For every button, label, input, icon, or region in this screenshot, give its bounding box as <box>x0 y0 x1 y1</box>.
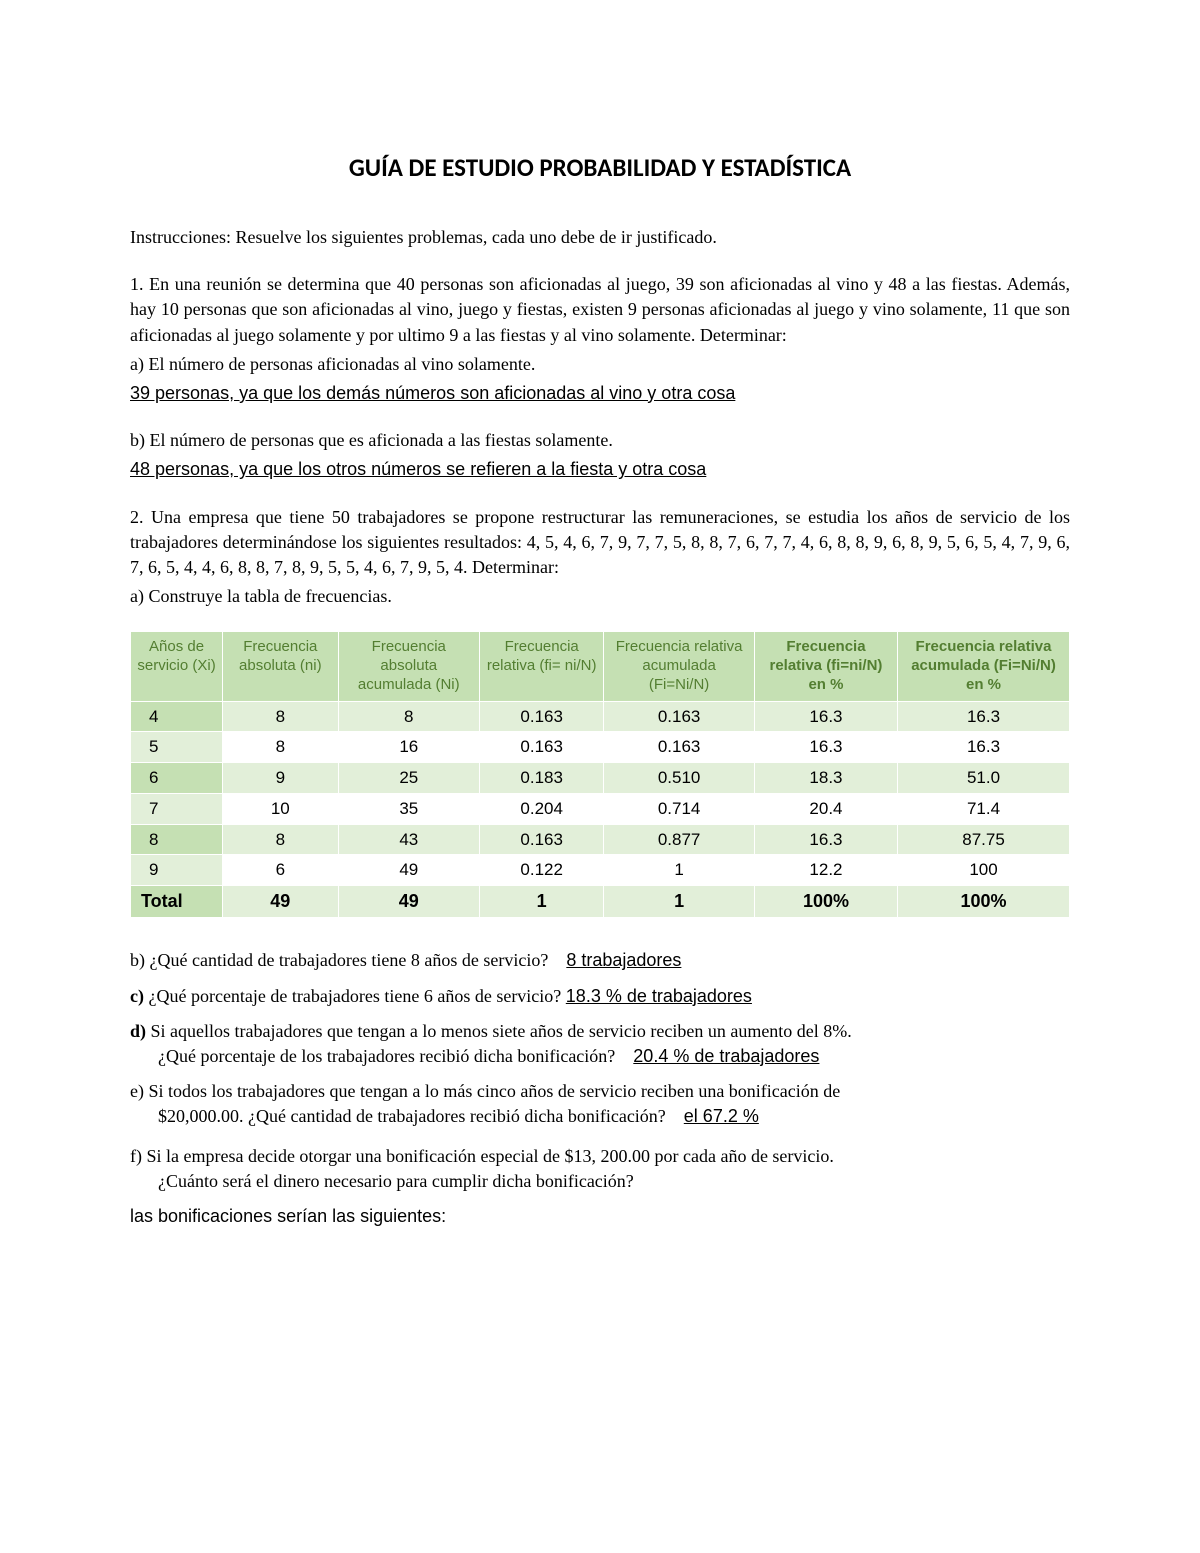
table-cell: 100% <box>754 886 897 918</box>
table-cell: 0.163 <box>604 732 755 763</box>
q2-f: f) Si la empresa decide otorgar una boni… <box>130 1144 1070 1194</box>
table-header: Frecuencia absoluta acumulada (Ni) <box>338 632 480 701</box>
table-cell: 16 <box>338 732 480 763</box>
table-cell: 49 <box>338 886 480 918</box>
table-cell: 25 <box>338 763 480 794</box>
table-cell: 100 <box>898 855 1070 886</box>
q2-f-followup: las bonificaciones serían las siguientes… <box>130 1204 1070 1229</box>
table-row: 69250.1830.51018.351.0 <box>131 763 1070 794</box>
q2-e: e) Si todos los trabajadores que tengan … <box>130 1079 1070 1129</box>
q2-c: c) ¿Qué porcentaje de trabajadores tiene… <box>130 984 1070 1009</box>
table-cell: 7 <box>131 793 223 824</box>
q2-e-answer: el 67.2 % <box>684 1106 759 1126</box>
table-cell: 0.163 <box>480 701 604 732</box>
table-cell: 4 <box>131 701 223 732</box>
question-1: 1. En una reunión se determina que 40 pe… <box>130 272 1070 406</box>
table-cell: 1 <box>604 855 755 886</box>
table-row: 710350.2040.71420.471.4 <box>131 793 1070 824</box>
table-header: Frecuencia relativa acumulada (Fi=Ni/N) … <box>898 632 1070 701</box>
table-cell: 0.122 <box>480 855 604 886</box>
q2-d-answer: 20.4 % de trabajadores <box>633 1046 819 1066</box>
table-cell: 20.4 <box>754 793 897 824</box>
table-cell: 49 <box>338 855 480 886</box>
q2-a-label: a) Construye la tabla de frecuencias. <box>130 584 1070 609</box>
table-cell: 16.3 <box>754 701 897 732</box>
table-total-row: Total494911100%100% <box>131 886 1070 918</box>
table-cell: 0.163 <box>480 824 604 855</box>
table-cell: 35 <box>338 793 480 824</box>
q2-e-label1: e) Si todos los trabajadores que tengan … <box>130 1079 1070 1104</box>
table-cell: 100% <box>898 886 1070 918</box>
q2-d-label1: Si aquellos trabajadores que tengan a lo… <box>146 1021 852 1041</box>
table-cell: 51.0 <box>898 763 1070 794</box>
table-row: 58160.1630.16316.316.3 <box>131 732 1070 763</box>
table-cell: 6 <box>223 855 338 886</box>
table-cell: 9 <box>223 763 338 794</box>
q2-d: d) Si aquellos trabajadores que tengan a… <box>130 1019 1070 1069</box>
table-cell: 16.3 <box>898 732 1070 763</box>
table-cell: 0.204 <box>480 793 604 824</box>
page-title: GUÍA DE ESTUDIO PROBABILIDAD Y ESTADÍSTI… <box>130 150 1070 185</box>
table-cell: 8 <box>131 824 223 855</box>
table-cell: 0.510 <box>604 763 755 794</box>
q2-f-label1: f) Si la empresa decide otorgar una boni… <box>130 1144 1070 1169</box>
table-cell: 16.3 <box>754 732 897 763</box>
q1-a-answer: 39 personas, ya que los demás números so… <box>130 381 1070 406</box>
table-header: Frecuencia absoluta (ni) <box>223 632 338 701</box>
instructions-text: Instrucciones: Resuelve los siguientes p… <box>130 225 1070 250</box>
table-cell: 9 <box>131 855 223 886</box>
table-header: Años de servicio (Xi) <box>131 632 223 701</box>
table-row: 88430.1630.87716.387.75 <box>131 824 1070 855</box>
table-cell: 0.714 <box>604 793 755 824</box>
q2-c-answer: 18.3 % de trabajadores <box>566 986 752 1006</box>
table-cell: 8 <box>223 701 338 732</box>
q2-f-label2: ¿Cuánto será el dinero necesario para cu… <box>130 1169 1070 1194</box>
table-cell: 5 <box>131 732 223 763</box>
q2-prompt: 2. Una empresa que tiene 50 trabajadores… <box>130 505 1070 581</box>
table-cell: 8 <box>223 824 338 855</box>
table-cell: 43 <box>338 824 480 855</box>
table-cell: 1 <box>480 886 604 918</box>
q1-a-label: a) El número de personas aficionadas al … <box>130 352 1070 377</box>
table-header: Frecuencia relativa (fi= ni/N) <box>480 632 604 701</box>
table-cell: 1 <box>604 886 755 918</box>
q2-c-label: ¿Qué porcentaje de trabajadores tiene 6 … <box>148 986 565 1006</box>
question-1b: b) El número de personas que es aficiona… <box>130 428 1070 482</box>
table-cell: 0.877 <box>604 824 755 855</box>
table-header: Frecuencia relativa acumulada (Fi=Ni/N) <box>604 632 755 701</box>
table-row: 96490.122112.2100 <box>131 855 1070 886</box>
table-cell: 16.3 <box>898 701 1070 732</box>
frequency-table: Años de servicio (Xi)Frecuencia absoluta… <box>130 631 1070 918</box>
table-cell: 0.183 <box>480 763 604 794</box>
table-cell: 8 <box>338 701 480 732</box>
q1-b-label: b) El número de personas que es aficiona… <box>130 428 1070 453</box>
table-row: 4880.1630.16316.316.3 <box>131 701 1070 732</box>
table-cell: Total <box>131 886 223 918</box>
table-cell: 87.75 <box>898 824 1070 855</box>
table-cell: 71.4 <box>898 793 1070 824</box>
table-cell: 8 <box>223 732 338 763</box>
table-cell: 0.163 <box>480 732 604 763</box>
question-2: 2. Una empresa que tiene 50 trabajadores… <box>130 505 1070 610</box>
q2-d-label2: ¿Qué porcentaje de los trabajadores reci… <box>158 1046 615 1066</box>
q2-b: b) ¿Qué cantidad de trabajadores tiene 8… <box>130 948 1070 973</box>
q1-b-answer: 48 personas, ya que los otros números se… <box>130 457 1070 482</box>
q2-e-label2: $20,000.00. ¿Qué cantidad de trabajadore… <box>158 1106 666 1126</box>
table-cell: 16.3 <box>754 824 897 855</box>
table-cell: 12.2 <box>754 855 897 886</box>
table-header: Frecuencia relativa (fi=ni/N) en % <box>754 632 897 701</box>
table-cell: 18.3 <box>754 763 897 794</box>
table-cell: 49 <box>223 886 338 918</box>
q1-prompt: 1. En una reunión se determina que 40 pe… <box>130 272 1070 348</box>
q2-b-answer: 8 trabajadores <box>566 950 681 970</box>
q2-b-label: b) ¿Qué cantidad de trabajadores tiene 8… <box>130 950 548 970</box>
table-cell: 10 <box>223 793 338 824</box>
table-cell: 6 <box>131 763 223 794</box>
table-cell: 0.163 <box>604 701 755 732</box>
